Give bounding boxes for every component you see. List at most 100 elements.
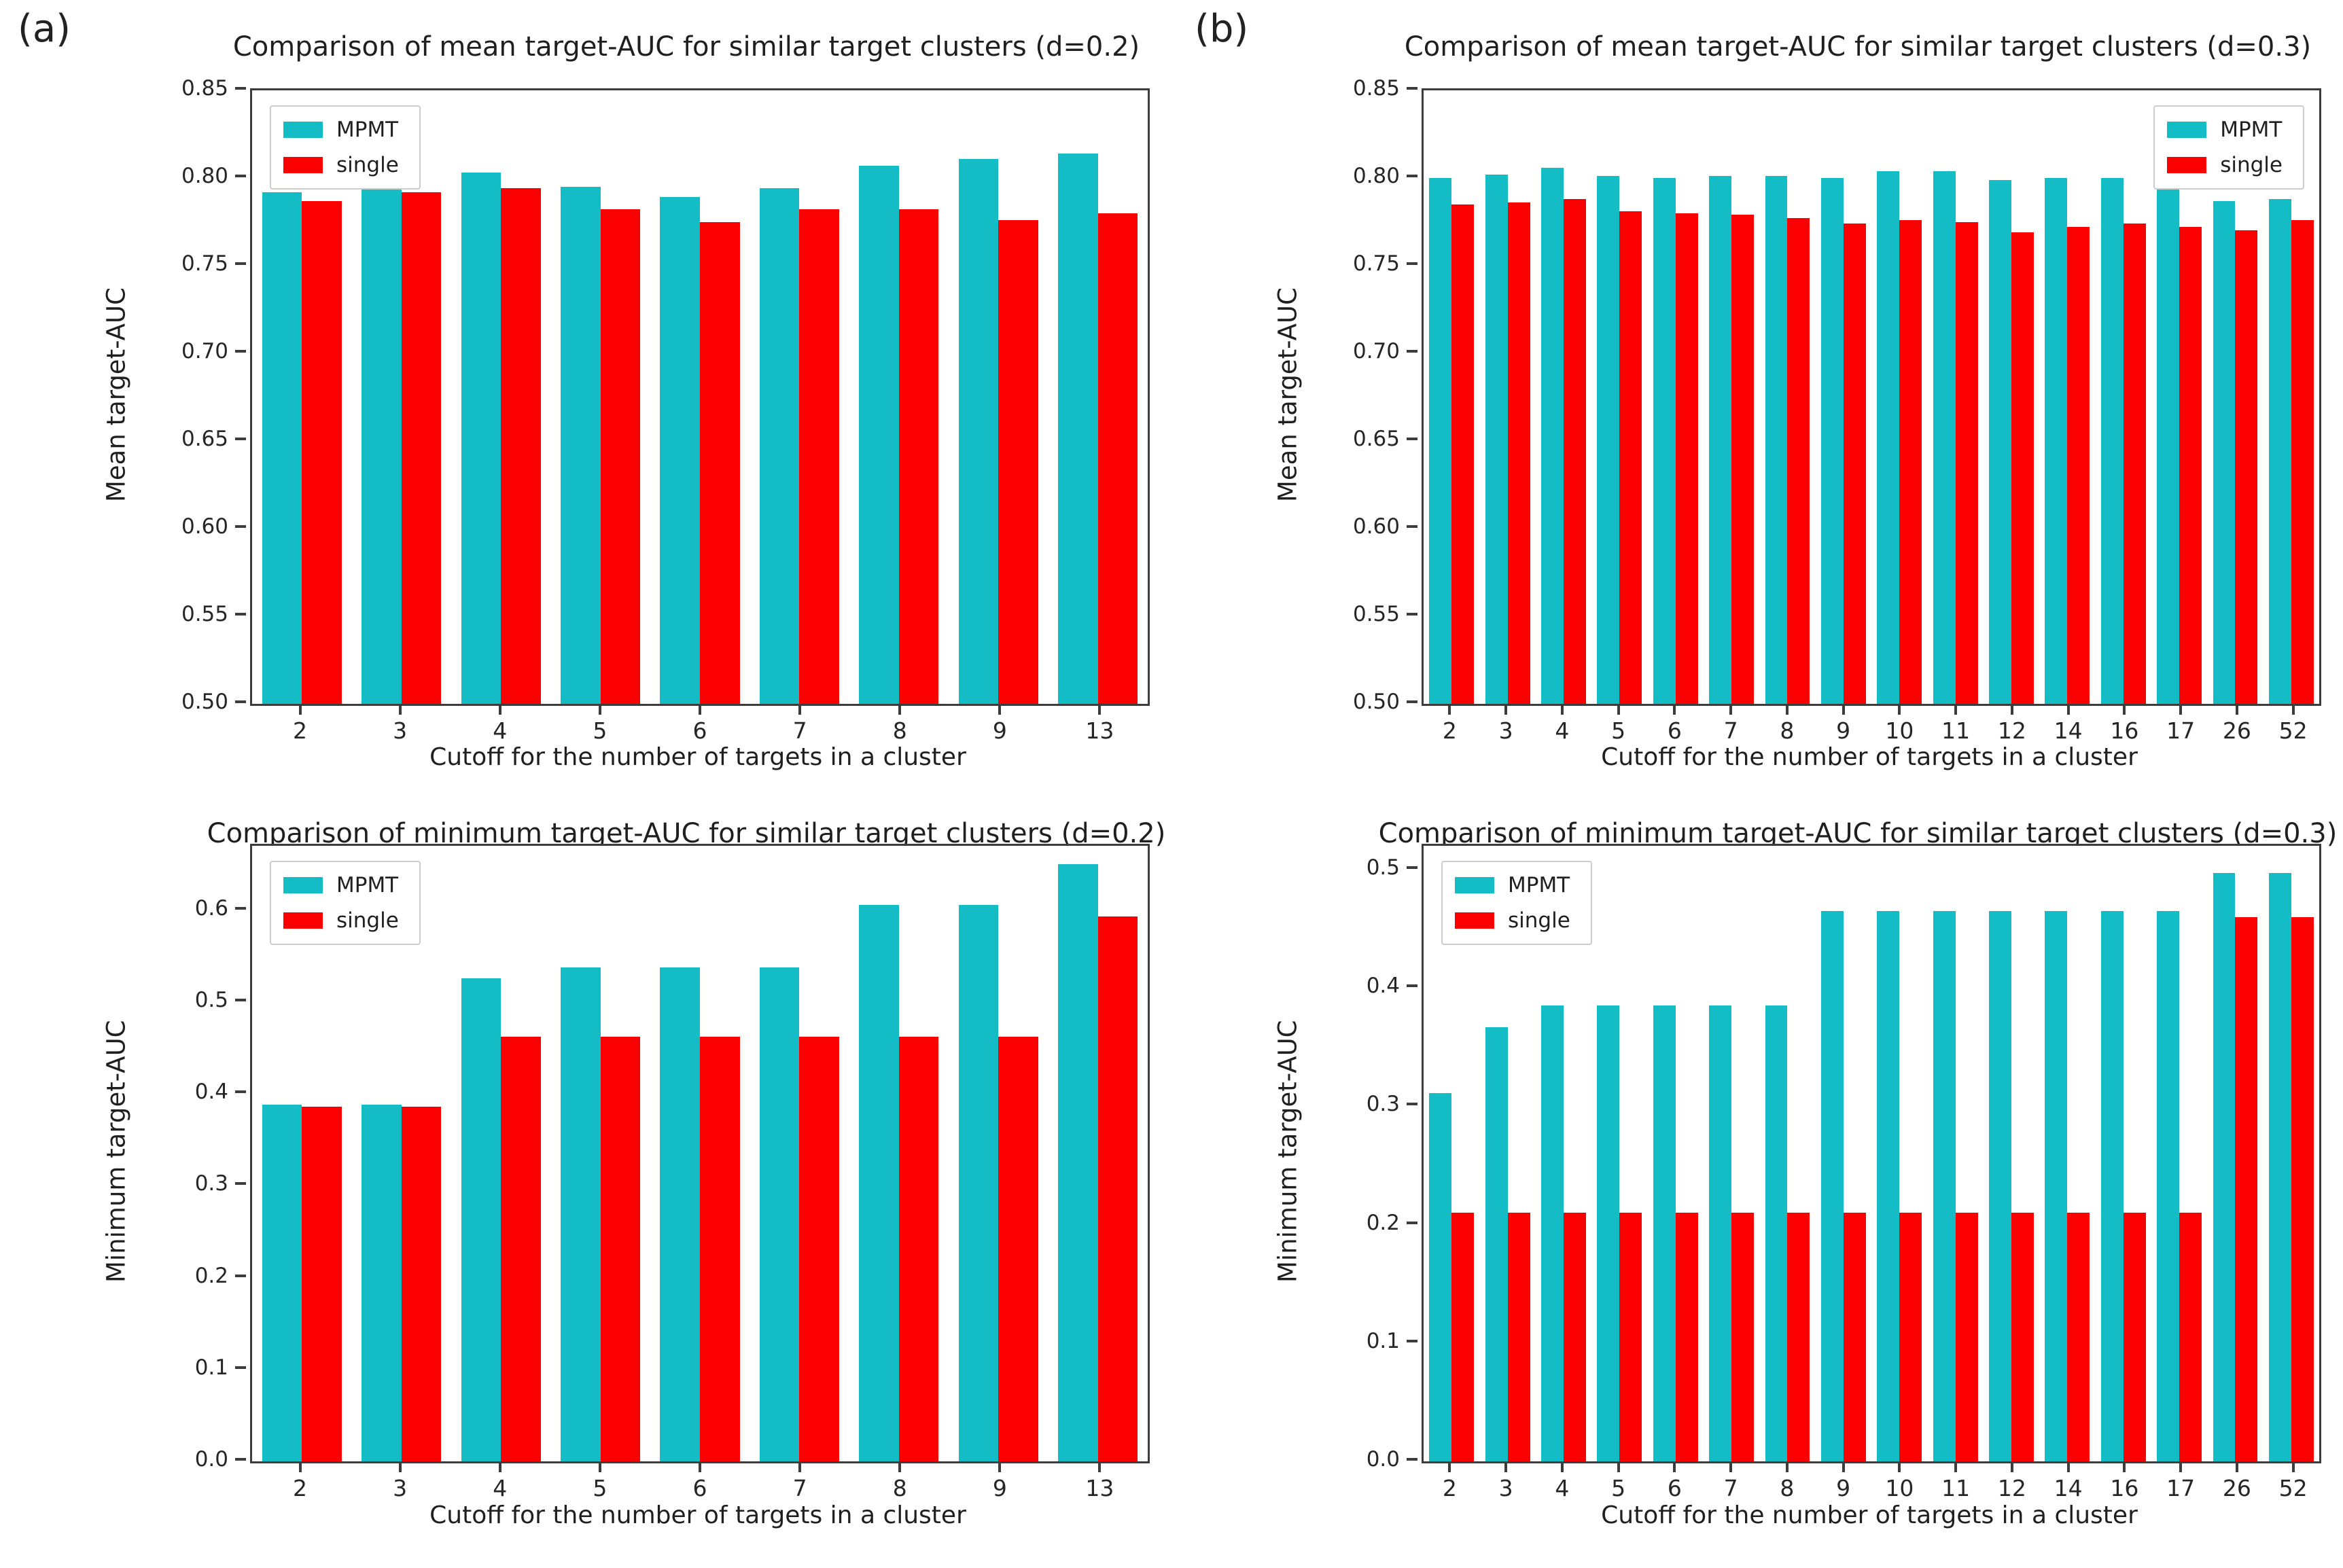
bar-mpmt — [660, 197, 700, 704]
x-tick-label: 6 — [1646, 706, 1703, 744]
bar-single — [2067, 227, 2090, 704]
bar-mpmt — [759, 188, 800, 704]
bar-mpmt — [1541, 167, 1564, 704]
bar-group — [1536, 846, 1591, 1461]
bar-single — [1899, 219, 1922, 704]
x-tick-mark — [1785, 1463, 1789, 1472]
bar-mpmt — [958, 904, 999, 1461]
chart-mean-d02: Comparison of mean target-AUC for simila… — [0, 0, 1172, 784]
bar-single — [302, 200, 342, 704]
bar-mpmt — [560, 967, 601, 1461]
bar-mpmt — [1653, 178, 1676, 704]
x-tick-label: 8 — [850, 1463, 950, 1501]
bar-mpmt — [1933, 910, 1956, 1461]
x-tick-mark — [2066, 1463, 2070, 1472]
legend-swatch-mpmt — [283, 877, 323, 893]
y-tick-label: 0.1 — [1366, 1328, 1400, 1353]
bar-mpmt — [2100, 910, 2124, 1461]
x-tick-label: 7 — [1703, 1463, 1759, 1501]
x-tick-label: 8 — [850, 706, 950, 744]
y-tick-mark — [235, 87, 246, 90]
y-tick-label: 0.55 — [1352, 602, 1400, 626]
bar-group — [1049, 846, 1148, 1461]
legend-label-mpmt: MPMT — [336, 873, 399, 897]
legend-item-single: single — [283, 153, 399, 177]
bar-mpmt — [958, 158, 999, 704]
y-tick-label: 0.4 — [194, 1080, 228, 1105]
legend-item-single: single — [283, 908, 399, 933]
x-tick-mark — [1098, 706, 1102, 715]
bar-single — [998, 1037, 1038, 1461]
y-tick-label: 0.2 — [1366, 1210, 1400, 1235]
x-tick-label: 3 — [350, 706, 450, 744]
bar-single — [1507, 1213, 1530, 1461]
x-tick-label: 14 — [2040, 706, 2096, 744]
y-tick-label: 0.70 — [181, 339, 228, 363]
x-axis: 2 3 4 5 6 7 8 9 13 — [250, 1463, 1150, 1501]
x-tick-mark — [2010, 1463, 2013, 1472]
x-tick-mark — [2291, 706, 2295, 715]
bar-mpmt — [1597, 1005, 1620, 1461]
bar-single — [1787, 1213, 1810, 1461]
x-tick-mark — [598, 706, 601, 715]
bar-group — [1871, 846, 1927, 1461]
legend-swatch-mpmt — [1455, 877, 1494, 893]
legend-label-mpmt: MPMT — [2220, 118, 2283, 142]
x-tick-label: 9 — [950, 706, 1050, 744]
x-tick-mark — [2066, 706, 2070, 715]
bar-single — [600, 209, 641, 704]
y-tick-mark — [1407, 438, 1417, 440]
y-tick-mark — [235, 613, 246, 616]
bar-group — [1591, 90, 1647, 704]
plot-area: MPMT single — [1422, 88, 2321, 706]
bar-group — [2151, 90, 2207, 704]
bar-mpmt — [2157, 910, 2180, 1461]
plot-area: MPMT single — [250, 844, 1150, 1463]
bar-group — [1424, 846, 1479, 1461]
y-tick-mark — [235, 350, 246, 353]
x-tick-label: 5 — [1590, 1463, 1646, 1501]
bar-single — [1675, 213, 1698, 704]
y-tick-mark — [1407, 1458, 1417, 1461]
x-axis: 2 3 4 5 6 7 8 9 10 11 12 14 16 17 26 52 — [1422, 706, 2321, 744]
legend-item-single: single — [1455, 908, 1570, 933]
y-tick-label: 0.50 — [1352, 690, 1400, 714]
bar-group — [1424, 90, 1479, 704]
bar-single — [2123, 1213, 2146, 1461]
bar-group — [2263, 90, 2319, 704]
bar-group — [750, 90, 849, 704]
x-tick-mark — [698, 706, 701, 715]
x-tick-mark — [1729, 706, 1733, 715]
y-tick-label: 0.65 — [1352, 427, 1400, 451]
bar-group — [2039, 90, 2095, 704]
legend-item-mpmt: MPMT — [283, 118, 399, 142]
x-axis: 2 3 4 5 6 7 8 9 13 — [250, 706, 1150, 744]
y-tick-mark — [1407, 87, 1417, 90]
legend-swatch-single — [283, 157, 323, 173]
bar-group — [451, 846, 550, 1461]
x-tick-label: 11 — [1928, 706, 1984, 744]
x-tick-mark — [798, 1463, 802, 1472]
bar-single — [401, 1107, 442, 1461]
x-tick-label: 11 — [1928, 1463, 1984, 1501]
x-tick-label: 4 — [450, 706, 550, 744]
bar-single — [2235, 916, 2258, 1461]
bar-single — [1451, 1213, 1475, 1461]
y-tick-mark — [1407, 613, 1417, 616]
y-tick-mark — [235, 525, 246, 528]
bar-group — [2096, 846, 2151, 1461]
bar-mpmt — [1820, 910, 1844, 1461]
bar-mpmt — [1058, 153, 1098, 704]
x-tick-mark — [498, 1463, 501, 1472]
x-tick-label: 52 — [2265, 706, 2321, 744]
x-tick-label: 26 — [2209, 1463, 2266, 1501]
bar-group — [1871, 90, 1927, 704]
x-tick-label: 16 — [2096, 1463, 2153, 1501]
bar-single — [2179, 1213, 2202, 1461]
x-tick-mark — [1729, 1463, 1733, 1472]
y-tick-label: 0.50 — [181, 690, 228, 714]
bar-single — [1097, 213, 1138, 704]
y-tick-mark — [235, 262, 246, 265]
x-tick-label: 5 — [550, 706, 650, 744]
x-tick-label: 13 — [1050, 1463, 1150, 1501]
